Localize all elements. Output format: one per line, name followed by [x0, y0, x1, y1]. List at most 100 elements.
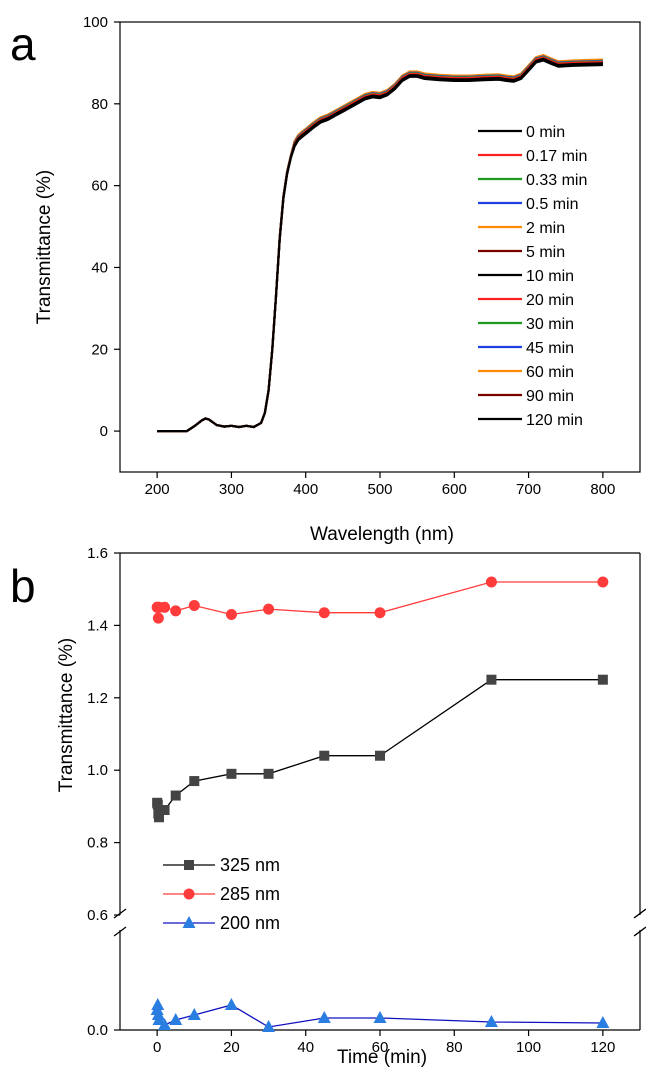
- y-tick-label-0.8: 0.8: [87, 835, 108, 852]
- panel-b-x-axis-title: Time (min): [337, 1047, 427, 1068]
- panel-b-letter: b: [10, 560, 36, 612]
- legend-label-0-min: 0 min: [526, 124, 565, 141]
- legend-marker-285-nm: [183, 888, 195, 900]
- panel-b-plot-frame: [113, 552, 646, 1031]
- data-point-285-nm-5: [170, 605, 182, 617]
- data-point-200-nm-8: [262, 1020, 276, 1032]
- data-point-285-nm-2: [152, 612, 164, 624]
- data-point-200-nm-2: [151, 1008, 165, 1020]
- data-point-325-nm-5: [170, 790, 181, 801]
- y-tick-label-lower-0.0: 0.0: [87, 1022, 108, 1039]
- legend-marker-325-nm: [184, 860, 194, 870]
- legend-label-10-min: 10 min: [526, 268, 574, 285]
- panel-b-series: [150, 576, 610, 1032]
- panel-a-legend: 0 min 0.17 min 0.33 min 0.5 min 2 min 5 min 10…: [478, 124, 587, 429]
- panel-a-y-axis-title: Transmittance (%): [34, 170, 55, 325]
- data-point-200-nm-3: [152, 1013, 166, 1025]
- y-tick-label-1.4: 1.4: [87, 617, 108, 634]
- x-tick-label-400: 400: [293, 481, 318, 498]
- data-point-325-nm-3: [154, 812, 164, 823]
- x-tick-label-700: 700: [516, 481, 541, 498]
- x-tick-label-500: 500: [367, 481, 392, 498]
- data-point-325-nm-1: [152, 799, 163, 810]
- x-tick-label-600: 600: [442, 481, 467, 498]
- y-tick-label-0: 0: [100, 423, 108, 440]
- data-point-325-nm-9: [319, 750, 330, 761]
- panel-b-y-axis-title: Transmittance (%): [56, 638, 77, 793]
- y-tick-label-1.0: 1.0: [87, 762, 108, 779]
- panel-a-letter: a: [10, 18, 36, 70]
- y-tick-label-100: 100: [83, 14, 108, 31]
- legend-label-2-min: 2 min: [526, 220, 565, 237]
- y-tick-label-40: 40: [91, 259, 108, 276]
- axis-break-mark-upper-1: [633, 908, 646, 919]
- legend-label-0-5-min: 0.5 min: [526, 196, 578, 213]
- data-point-285-nm-7: [225, 609, 237, 621]
- legend-label-0-33-min: 0.33 min: [526, 172, 587, 189]
- legend-label-45-min: 45 min: [526, 340, 574, 357]
- x-tick-label-200: 200: [145, 481, 170, 498]
- data-point-325-nm-10: [375, 750, 385, 761]
- data-point-285-nm-6: [188, 599, 200, 611]
- data-point-325-nm-12: [597, 674, 608, 685]
- legend-label-60-min: 60 min: [526, 364, 574, 381]
- data-point-285-nm-4: [159, 601, 171, 613]
- data-point-200-nm-10: [373, 1011, 387, 1023]
- data-point-285-nm-11: [485, 576, 497, 588]
- data-point-325-nm-7: [226, 768, 237, 779]
- legend-label-20-min: 20 min: [526, 292, 574, 309]
- x-tick-label-80: 80: [446, 1039, 463, 1056]
- legend-label-285-nm: 285 nm: [220, 884, 280, 904]
- data-point-325-nm-8: [263, 768, 274, 779]
- series-line-0-min: [157, 57, 603, 433]
- y-tick-label-60: 60: [91, 178, 108, 195]
- data-point-200-nm-5: [169, 1013, 183, 1025]
- panel-a-y-axis: 0 20 40 60 80 100: [83, 14, 120, 440]
- panel-b-x-axis: 0 20 40 60 80 100 120: [153, 1030, 615, 1056]
- panel-a-series-lines: [157, 53, 603, 433]
- data-point-200-nm-9: [317, 1011, 331, 1023]
- data-point-285-nm-8: [263, 603, 275, 615]
- data-point-325-nm-11: [486, 674, 497, 685]
- legend-label-30-min: 30 min: [526, 316, 574, 333]
- legend-label-325-nm: 325 nm: [220, 855, 280, 875]
- y-tick-label-1.2: 1.2: [87, 690, 108, 707]
- x-tick-label-120: 120: [590, 1039, 615, 1056]
- x-tick-label-60: 60: [372, 1039, 389, 1056]
- x-tick-label-100: 100: [516, 1039, 541, 1056]
- data-point-285-nm-12: [597, 576, 609, 588]
- panel-b-transmittance-vs-time: b 0 20 40 60 80 100 120 0.60.81.01.21.41.60.0 …: [10, 545, 646, 1068]
- x-tick-label-300: 300: [219, 481, 244, 498]
- data-point-285-nm-10: [374, 607, 386, 619]
- y-tick-label-80: 80: [91, 96, 108, 113]
- data-point-285-nm-9: [318, 607, 330, 619]
- data-point-200-nm-1: [151, 998, 165, 1010]
- panel-a-x-axis: 200 300 400 500 600 700 800: [145, 472, 615, 498]
- y-tick-label-0.6: 0.6: [87, 907, 108, 924]
- legend-label-5-min: 5 min: [526, 244, 565, 261]
- panel-a-transmittance-spectra: a 200 300 400 500 600 700 800 0 20 40 60 80 100 0 m…: [10, 14, 641, 545]
- x-tick-label-0: 0: [153, 1039, 161, 1056]
- data-point-325-nm-4: [159, 805, 170, 816]
- y-tick-label-1.6: 1.6: [87, 545, 108, 562]
- x-tick-label-20: 20: [223, 1039, 240, 1056]
- panel-b-legend: 325 nm 285 nm 200 nm: [163, 855, 280, 933]
- y-tick-label-20: 20: [91, 341, 108, 358]
- panel-b-y-axis: 0.6 0.8 1.0 1.2 1.4 1.6 0.0: [87, 545, 120, 1039]
- data-point-200-nm-12: [596, 1016, 610, 1028]
- x-tick-label-40: 40: [297, 1039, 314, 1056]
- legend-label-90-min: 90 min: [526, 388, 574, 405]
- axis-break-mark-lower-0: [113, 926, 127, 937]
- data-point-200-nm-11: [484, 1015, 498, 1027]
- data-point-325-nm-6: [189, 776, 200, 787]
- axis-break-mark-upper-0: [113, 908, 127, 919]
- series-line-325-nm: [156, 679, 603, 819]
- axis-break-mark-lower-1: [633, 926, 646, 937]
- x-tick-label-800: 800: [590, 481, 615, 498]
- legend-label-120-min: 120 min: [526, 412, 583, 429]
- data-point-200-nm-4: [158, 1018, 172, 1030]
- legend-label-0-17-min: 0.17 min: [526, 148, 587, 165]
- data-point-200-nm-6: [187, 1008, 201, 1020]
- legend-label-200-nm: 200 nm: [220, 913, 280, 933]
